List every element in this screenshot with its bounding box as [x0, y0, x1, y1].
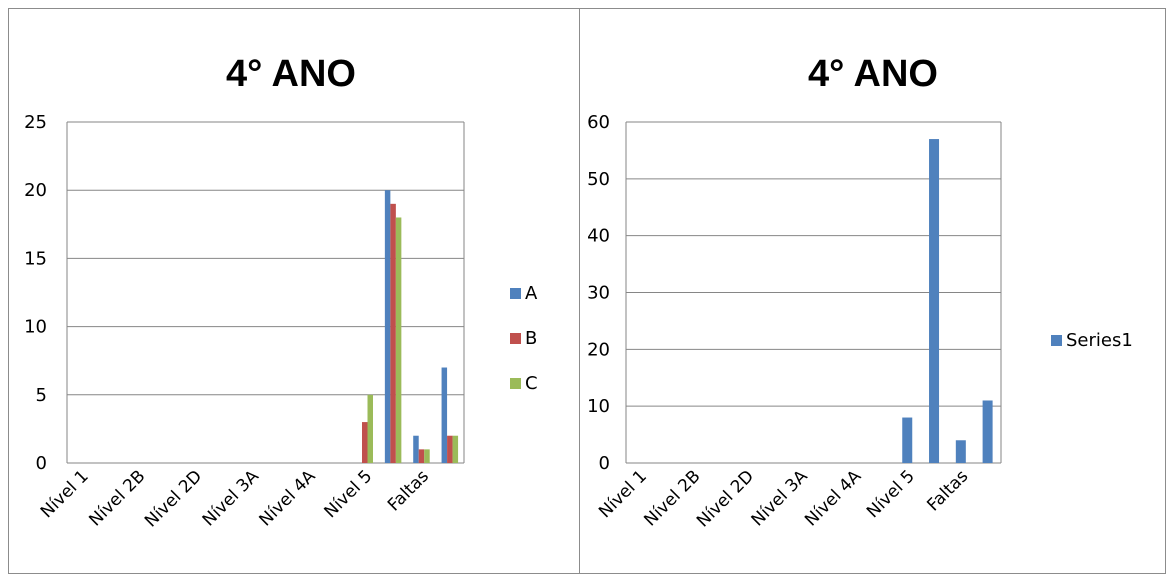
x-tick-label: Nível 2D: [693, 466, 758, 531]
bar-a-12: [413, 435, 419, 463]
bar-series1-10: [902, 417, 913, 463]
bar-series1-11: [929, 139, 940, 464]
y-tick-label: 50: [587, 169, 610, 190]
legend-label-b: B: [525, 328, 537, 349]
y-tick-label: 20: [587, 339, 610, 360]
legend-label-a: A: [525, 283, 538, 304]
y-tick-label: 25: [24, 112, 47, 133]
x-tick-label: Nível 2D: [141, 466, 206, 531]
x-tick-label: Nível 5: [320, 466, 376, 522]
chart-title: 4° ANO: [226, 53, 356, 95]
bar-a-13: [441, 367, 448, 463]
legend-label-series1: Series1: [1066, 330, 1133, 351]
chart-panel-left: 4° ANO 0 5 10 15 20 25 Nível 1 Nível 2B Nível 2D N…: [8, 8, 580, 574]
y-tick-label: 0: [36, 453, 47, 474]
legend-swatch-a: [510, 288, 521, 299]
y-tick-label: 10: [587, 396, 610, 417]
legend-swatch-c: [510, 378, 521, 389]
x-tick-label: Nível 1: [37, 466, 93, 522]
x-tick-label: Faltas: [923, 466, 972, 515]
bar-c-12: [424, 449, 430, 463]
y-tick-label: 0: [599, 453, 610, 474]
bar-c-11: [395, 217, 402, 463]
x-tick-label: Faltas: [384, 466, 433, 515]
bar-b-12: [418, 449, 425, 463]
x-tick-label: Nível 5: [863, 466, 919, 522]
bar-c-13: [452, 435, 459, 463]
y-tick-label: 30: [587, 283, 610, 304]
y-tick-label: 15: [24, 248, 47, 269]
bar-a-11: [384, 190, 391, 463]
chart-panel-right: 4° ANO 0 10 20 30 40 50 60 Nível 1 Nível 2B Nível …: [579, 8, 1166, 574]
y-tick-label: 10: [24, 317, 47, 338]
x-tick-label: Nível 2B: [640, 466, 704, 530]
y-tick-label: 60: [587, 112, 610, 133]
bar-c-10: [367, 394, 373, 463]
legend-swatch-b: [510, 333, 521, 344]
legend-label-c: C: [525, 373, 538, 394]
x-tick-label: Nível 3A: [748, 466, 812, 530]
y-tick-label: 20: [24, 180, 47, 201]
x-tick-label: Nível 4A: [256, 466, 320, 530]
chart-title: 4° ANO: [808, 53, 938, 95]
x-tick-label: Nível 2B: [85, 466, 149, 530]
bar-b-10: [362, 422, 368, 463]
x-tick-label: Nível 4A: [801, 466, 865, 530]
x-tick-label: Nível 3A: [199, 466, 263, 530]
bar-b-11: [390, 203, 396, 463]
bar-series1-13: [982, 400, 993, 463]
y-tick-label: 5: [36, 385, 47, 406]
bar-series1-12: [955, 440, 966, 463]
legend-swatch-series1: [1051, 335, 1062, 346]
y-tick-label: 40: [587, 226, 610, 247]
bar-b-13: [447, 435, 453, 463]
